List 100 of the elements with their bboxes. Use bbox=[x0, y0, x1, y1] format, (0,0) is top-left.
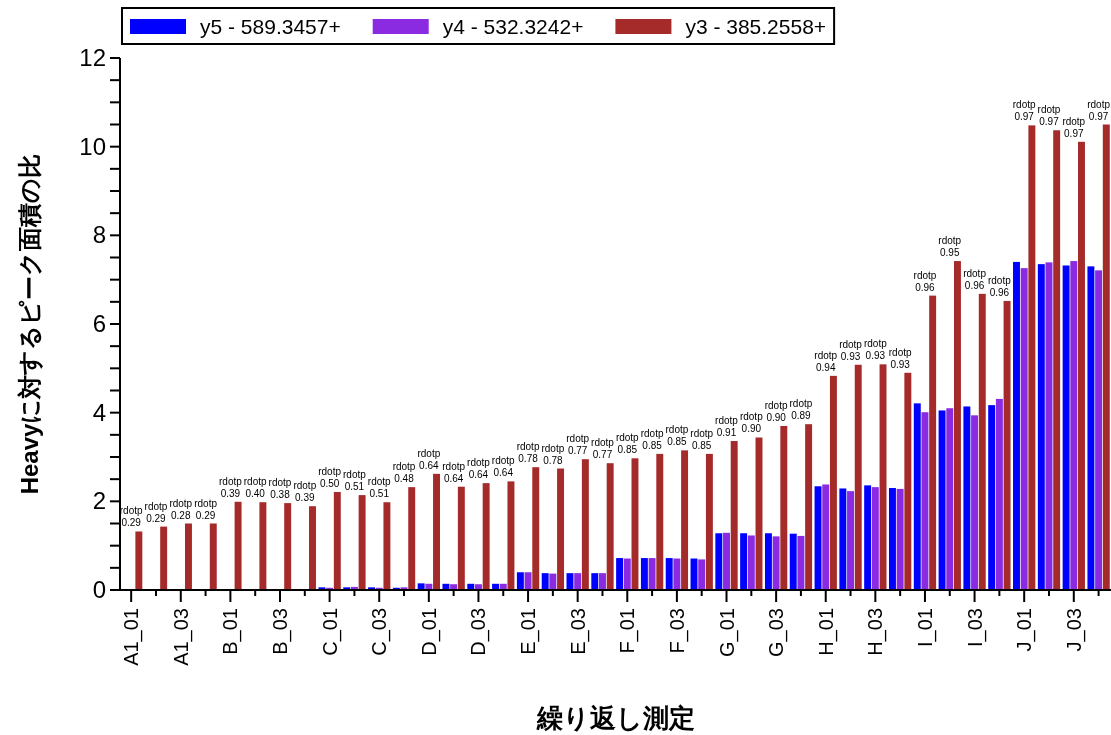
bar bbox=[1037, 264, 1045, 590]
bar bbox=[1078, 141, 1085, 590]
y-tick-label: 12 bbox=[79, 44, 106, 71]
x-tick-label: I_01 bbox=[913, 608, 937, 647]
annotation: rdotp 0.85 bbox=[640, 427, 664, 451]
annotation: rdotp 0.78 bbox=[541, 442, 565, 466]
x-tick-label: C_03 bbox=[368, 608, 392, 656]
bar bbox=[581, 459, 589, 590]
bar bbox=[309, 506, 316, 590]
bar bbox=[383, 502, 391, 590]
bar bbox=[259, 502, 267, 590]
annotation: rdotp 0.77 bbox=[591, 437, 615, 461]
annotation: rdotp 0.64 bbox=[491, 455, 516, 479]
bar bbox=[234, 501, 242, 590]
bar bbox=[730, 441, 738, 590]
y-tick-label: 8 bbox=[92, 221, 106, 249]
bar bbox=[879, 364, 887, 590]
y-tick-label: 2 bbox=[92, 487, 106, 515]
bar bbox=[333, 492, 341, 590]
annotation: rdotp 0.93 bbox=[863, 338, 888, 362]
annotation: rdotp 0.39 bbox=[293, 480, 317, 504]
bar bbox=[184, 523, 192, 590]
bar bbox=[457, 486, 465, 590]
bar bbox=[764, 533, 772, 590]
bar bbox=[623, 558, 631, 590]
bar bbox=[549, 573, 557, 590]
x-tick-label: C_01 bbox=[318, 608, 342, 656]
annotation: rdotp 0.38 bbox=[268, 477, 292, 501]
annotation: rdotp 0.94 bbox=[814, 349, 838, 373]
bar bbox=[433, 473, 440, 590]
bar bbox=[913, 403, 921, 590]
annotation: rdotp 0.29 bbox=[194, 497, 218, 521]
x-tick-label: E_01 bbox=[517, 608, 541, 655]
annotation: rdotp 0.97 bbox=[1062, 115, 1086, 139]
bar bbox=[789, 533, 797, 590]
bar bbox=[946, 408, 954, 590]
bar bbox=[1003, 300, 1011, 590]
bar bbox=[847, 491, 855, 590]
bar bbox=[358, 495, 366, 590]
annotation: rdotp 0.91 bbox=[715, 415, 739, 439]
bar bbox=[408, 487, 416, 590]
bar bbox=[665, 558, 673, 590]
bar bbox=[822, 484, 830, 590]
bar bbox=[524, 572, 532, 590]
bar bbox=[723, 532, 730, 590]
legend-label: y4 - 532.3242+ bbox=[442, 15, 584, 38]
bar bbox=[135, 531, 143, 590]
bar bbox=[995, 398, 1003, 590]
bar bbox=[953, 261, 961, 590]
annotation: rdotp 0.77 bbox=[566, 433, 590, 457]
annotation: rdotp 0.85 bbox=[615, 432, 640, 456]
bar bbox=[532, 467, 540, 590]
bar bbox=[864, 485, 872, 590]
annotation: rdotp 0.97 bbox=[1012, 99, 1037, 123]
bar bbox=[963, 406, 971, 590]
bar bbox=[938, 410, 946, 590]
bar bbox=[209, 523, 217, 590]
annotation: rdotp 0.96 bbox=[987, 274, 1012, 298]
bar bbox=[574, 573, 582, 590]
annotation: rdotp 0.96 bbox=[913, 269, 937, 293]
annotation: rdotp 0.93 bbox=[888, 346, 912, 370]
legend-label: y5 - 589.3457+ bbox=[200, 15, 341, 38]
annotation: rdotp 0.64 bbox=[467, 457, 491, 481]
bar bbox=[814, 486, 822, 590]
annotation: rdotp 0.95 bbox=[938, 235, 962, 259]
bar bbox=[640, 558, 648, 590]
bar bbox=[854, 364, 862, 590]
annotation: rdotp 0.51 bbox=[367, 476, 392, 500]
annotation: rdotp 0.90 bbox=[764, 399, 788, 423]
annotation: rdotp 0.89 bbox=[789, 398, 813, 422]
annotation: rdotp 0.78 bbox=[516, 441, 540, 465]
bar bbox=[1028, 125, 1036, 590]
annotation: rdotp 0.39 bbox=[218, 475, 243, 499]
bar bbox=[1070, 261, 1078, 590]
x-tick-label: J_03 bbox=[1062, 608, 1086, 652]
y-tick-label: 4 bbox=[92, 398, 106, 426]
bar bbox=[673, 558, 681, 590]
bar bbox=[284, 503, 292, 590]
bar bbox=[557, 468, 565, 590]
bar bbox=[797, 535, 805, 590]
x-tick-label: H_01 bbox=[814, 608, 838, 656]
x-tick-label: F_03 bbox=[665, 608, 689, 654]
annotation: rdotp 0.29 bbox=[144, 500, 168, 524]
annotation: rdotp 0.48 bbox=[392, 461, 416, 485]
bar bbox=[1102, 124, 1110, 590]
x-tick-label: I_03 bbox=[963, 608, 987, 647]
x-tick-label: B_01 bbox=[219, 608, 243, 655]
bar bbox=[1053, 130, 1061, 590]
annotation: rdotp 0.90 bbox=[739, 411, 764, 435]
annotation: rdotp 0.85 bbox=[665, 424, 689, 448]
bar bbox=[740, 533, 748, 590]
x-tick-label: H_03 bbox=[864, 608, 888, 656]
bar bbox=[780, 425, 788, 590]
y-tick-label: 10 bbox=[79, 132, 106, 160]
bar bbox=[705, 453, 713, 590]
bar bbox=[482, 483, 490, 590]
annotation: rdotp 0.40 bbox=[243, 476, 268, 500]
bar bbox=[829, 375, 837, 590]
annotation: rdotp 0.97 bbox=[1087, 98, 1111, 122]
annotation: rdotp 0.28 bbox=[169, 497, 193, 521]
